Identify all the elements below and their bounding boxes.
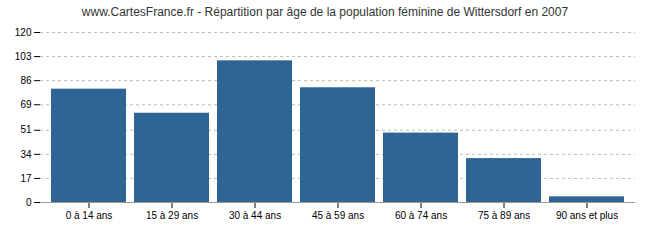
- svg-text:0: 0: [26, 197, 32, 208]
- svg-text:60 à 74 ans: 60 à 74 ans: [395, 210, 447, 221]
- svg-text:15 à 29 ans: 15 à 29 ans: [146, 210, 198, 221]
- svg-text:45 à 59 ans: 45 à 59 ans: [312, 210, 364, 221]
- html-text:www.CartesFrance.fr - Répartit: www.CartesFrance.fr - Répartition par âg…: [81, 5, 569, 19]
- svg-text:103: 103: [15, 51, 32, 62]
- svg-text:75 à 89 ans: 75 à 89 ans: [478, 210, 530, 221]
- svg-text:86: 86: [20, 75, 32, 86]
- svg-text:30 à 44 ans: 30 à 44 ans: [229, 210, 281, 221]
- svg-text:90 ans et plus: 90 ans et plus: [556, 210, 618, 221]
- svg-text:120: 120: [15, 27, 32, 38]
- svg-text:69: 69: [20, 99, 32, 110]
- svg-text:34: 34: [20, 149, 32, 160]
- svg-text:51: 51: [20, 124, 32, 135]
- svg-text:0 à 14 ans: 0 à 14 ans: [66, 210, 113, 221]
- svg-text:17: 17: [20, 173, 32, 184]
